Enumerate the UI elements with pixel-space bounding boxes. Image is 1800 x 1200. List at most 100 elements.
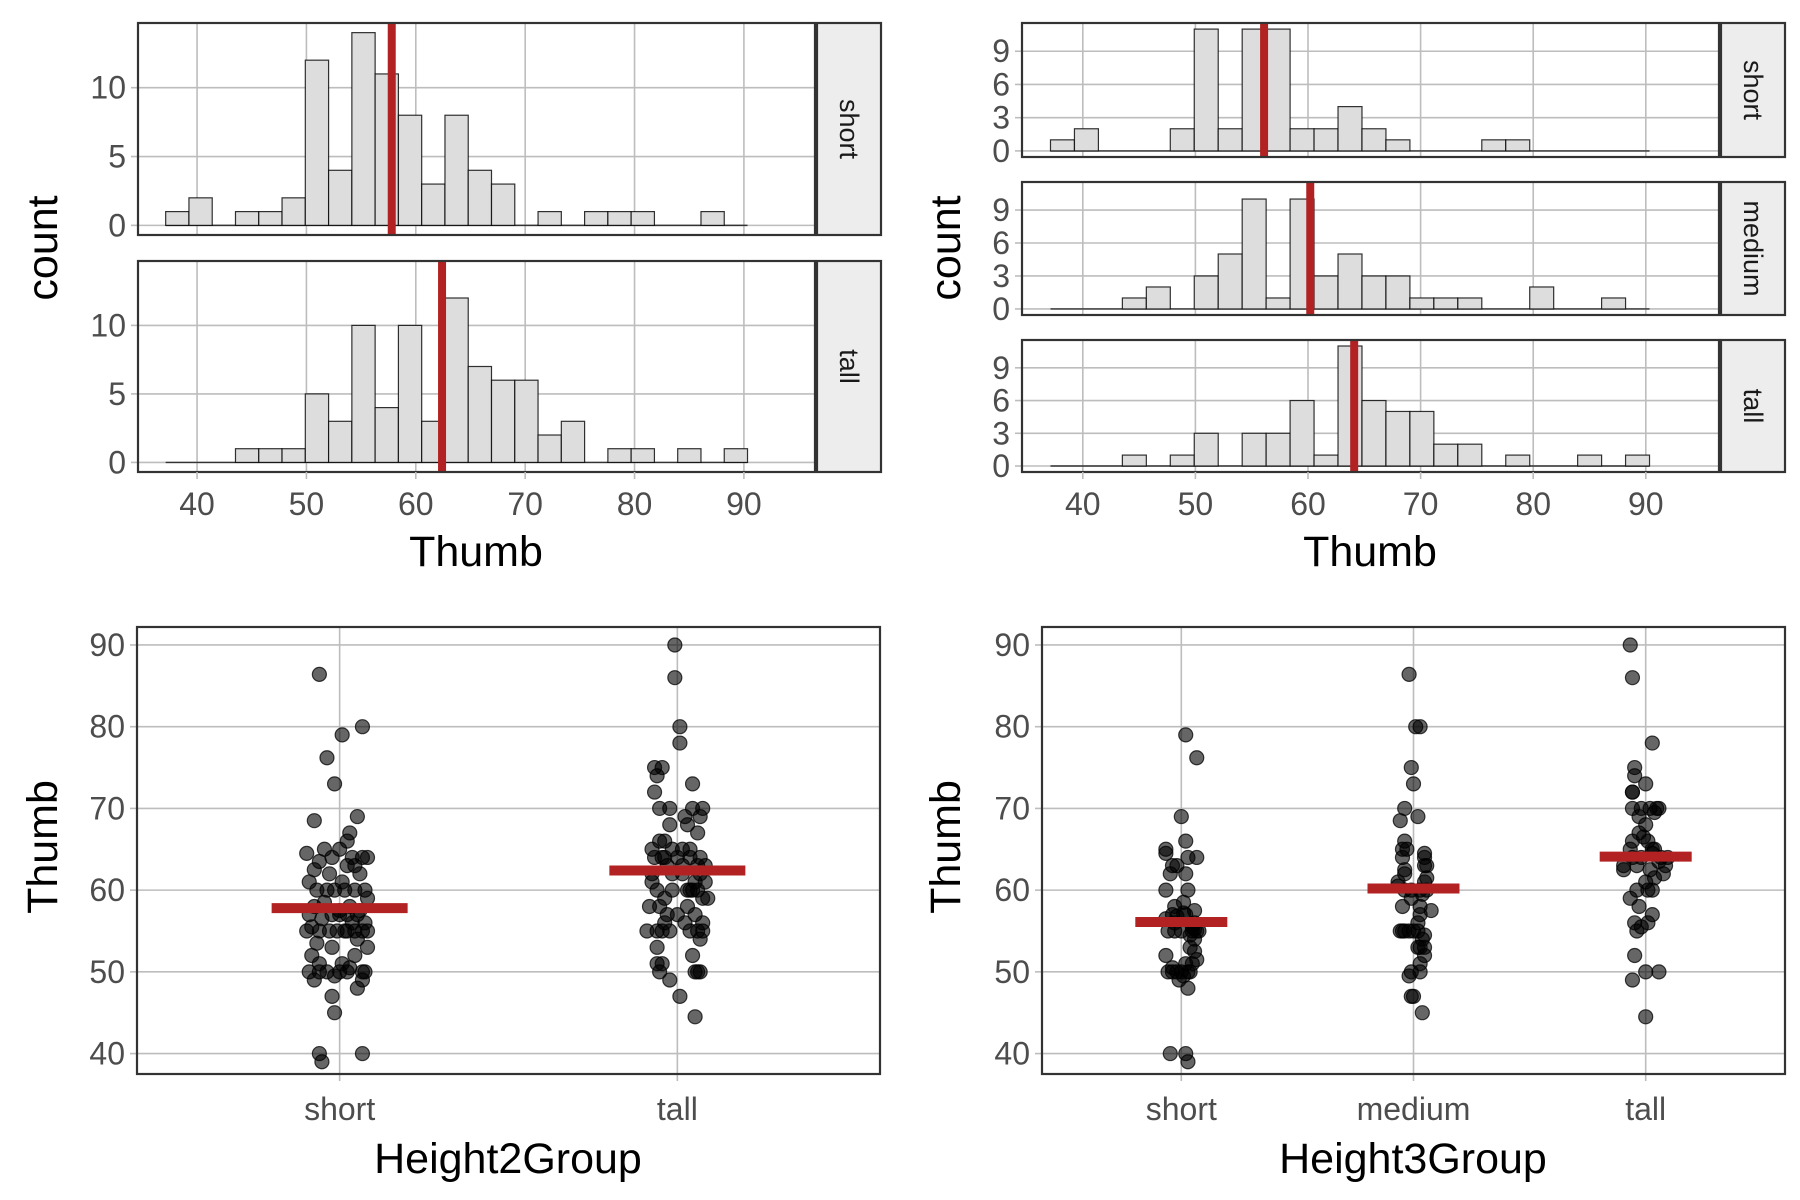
data-point-medium bbox=[1405, 776, 1422, 792]
y-tick-label: 0 bbox=[992, 448, 1010, 484]
data-point-short bbox=[349, 808, 365, 825]
y-tick-label: 60 bbox=[994, 872, 1030, 908]
histogram-bar bbox=[514, 379, 539, 464]
data-point-tall bbox=[672, 988, 688, 1004]
histogram-bar bbox=[1385, 410, 1411, 467]
data-point-tall bbox=[649, 768, 665, 784]
y-tick-label: 5 bbox=[108, 376, 126, 412]
data-point-short bbox=[334, 727, 350, 743]
histogram-bar bbox=[1289, 128, 1315, 152]
data-point-tall bbox=[664, 841, 680, 857]
facet-strip bbox=[815, 259, 883, 474]
x-tick-label: 70 bbox=[1403, 486, 1439, 522]
facet-strip-label: short bbox=[1738, 60, 1768, 121]
facet-strip bbox=[815, 21, 883, 237]
hist3-x-axis-title: Thumb bbox=[1303, 528, 1437, 576]
histogram-bar bbox=[677, 448, 702, 464]
facet-strip bbox=[1719, 21, 1787, 159]
hist2-x-axis-title: Thumb bbox=[409, 528, 543, 576]
y-tick-label: 0 bbox=[992, 133, 1010, 169]
data-point-tall bbox=[1644, 735, 1660, 751]
data-point-tall bbox=[700, 890, 716, 906]
y-tick-label: 9 bbox=[992, 350, 1010, 386]
data-point-tall bbox=[1622, 637, 1638, 653]
histogram-bar bbox=[630, 210, 656, 226]
x-tick-label: tall bbox=[657, 1091, 698, 1127]
histogram-bar bbox=[1217, 128, 1243, 152]
x-tick-label: 40 bbox=[179, 486, 215, 522]
x-tick-label: 70 bbox=[507, 486, 543, 522]
histogram-bar bbox=[281, 197, 306, 226]
x-tick-label: medium bbox=[1357, 1091, 1471, 1127]
data-point-medium bbox=[1401, 968, 1417, 984]
data-point-tall bbox=[662, 972, 678, 988]
histogram-bar bbox=[351, 32, 376, 226]
histogram-bar bbox=[1217, 253, 1243, 310]
data-point-short bbox=[1189, 750, 1205, 766]
data-point-tall bbox=[690, 825, 706, 841]
data-point-tall bbox=[1640, 882, 1656, 898]
y-tick-label: 3 bbox=[992, 415, 1010, 451]
data-point-tall bbox=[1638, 1009, 1654, 1025]
data-point-short bbox=[339, 923, 355, 939]
data-point-medium bbox=[1410, 915, 1426, 931]
histogram-bar bbox=[1361, 275, 1387, 310]
x-tick-label: short bbox=[1146, 1091, 1217, 1127]
data-point-tall bbox=[662, 800, 678, 817]
y-tick-label: 0 bbox=[992, 291, 1010, 327]
x-tick-label: 90 bbox=[726, 486, 762, 522]
data-point-short bbox=[349, 980, 365, 996]
histogram-bar bbox=[327, 420, 353, 464]
histogram-bar bbox=[165, 210, 190, 226]
data-point-short bbox=[311, 923, 327, 939]
data-point-tall bbox=[649, 939, 665, 955]
histogram-bar bbox=[1145, 286, 1171, 310]
data-point-medium bbox=[1414, 1005, 1430, 1021]
data-point-short bbox=[326, 882, 343, 898]
data-point-short bbox=[354, 719, 371, 735]
data-point-tall bbox=[667, 670, 683, 686]
histogram-bar bbox=[584, 210, 609, 226]
histogram-bar bbox=[397, 114, 423, 226]
data-point-short bbox=[1160, 964, 1176, 980]
x-tick-label: 60 bbox=[1290, 486, 1326, 522]
y-tick-label: 0 bbox=[108, 207, 126, 243]
data-point-tall bbox=[1631, 898, 1647, 915]
facet-strip-label: tall bbox=[1738, 389, 1768, 424]
data-point-tall bbox=[687, 1009, 703, 1025]
data-point-medium bbox=[1401, 666, 1417, 682]
data-point-short bbox=[299, 845, 315, 861]
hist3-y-axis-title: count bbox=[922, 195, 970, 300]
data-point-medium bbox=[1419, 870, 1435, 886]
y-tick-label: 40 bbox=[994, 1036, 1030, 1072]
histogram-bar bbox=[1193, 432, 1219, 467]
histogram-bar bbox=[1337, 253, 1363, 310]
histogram-bar bbox=[1121, 297, 1147, 310]
histogram-bar bbox=[281, 448, 306, 464]
jitter-plot-height2group: 40 50 60 70 80 90 short tall Height2Group Thumb bbox=[19, 625, 882, 1183]
data-point-tall bbox=[682, 882, 698, 898]
panel-border bbox=[1020, 21, 1721, 159]
facet-strip-label: short bbox=[834, 99, 864, 160]
histogram-bar bbox=[1313, 128, 1339, 152]
x-tick-label: 90 bbox=[1628, 486, 1664, 522]
data-point-tall bbox=[1627, 768, 1643, 784]
histogram-bar bbox=[258, 210, 283, 226]
data-point-short bbox=[299, 923, 315, 939]
histogram-bar bbox=[258, 448, 283, 464]
y-tick-label: 9 bbox=[992, 192, 1010, 228]
data-point-medium bbox=[1412, 719, 1428, 735]
data-point-short bbox=[349, 931, 365, 947]
histogram-bar bbox=[537, 434, 562, 464]
panel-border bbox=[1020, 180, 1721, 317]
y-tick-label: 3 bbox=[992, 258, 1010, 294]
histogram-bar bbox=[1457, 297, 1483, 310]
histogram-bar bbox=[1577, 454, 1603, 467]
x-tick-label: short bbox=[304, 1091, 375, 1127]
histogram-bar bbox=[1361, 399, 1387, 467]
histogram-bar bbox=[1505, 454, 1531, 467]
jitter-plot-height3group: 40 50 60 70 80 90 short medium tall Height3Group T… bbox=[922, 625, 1787, 1183]
